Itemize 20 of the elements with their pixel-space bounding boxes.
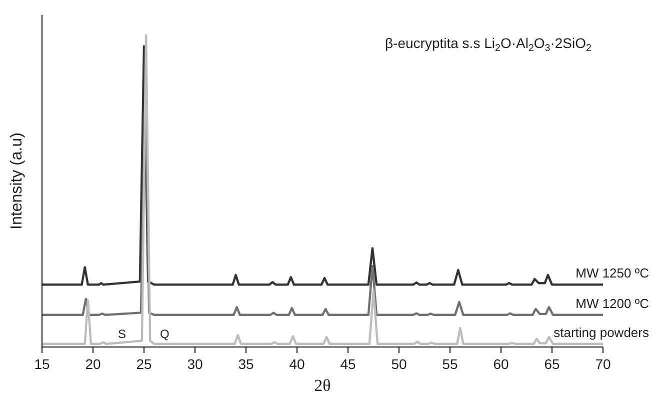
x-axis-title: 2θ [314, 376, 331, 395]
x-tick-label: 55 [442, 356, 458, 372]
series-label: MW 1250 ºC [576, 266, 649, 281]
y-axis-title: Intensity (a.u) [8, 132, 26, 230]
x-tick-label: 25 [136, 356, 152, 372]
series-label: MW 1200 ºC [576, 296, 649, 311]
x-tick-label: 15 [34, 356, 50, 372]
series-label: starting powders [554, 324, 650, 340]
x-tick-label: 40 [289, 356, 305, 372]
x-tick-label: 70 [595, 356, 611, 372]
annotation: S [118, 327, 126, 341]
x-tick-label: 20 [85, 356, 101, 372]
x-tick-label: 65 [544, 356, 560, 372]
x-tick-label: 60 [493, 356, 509, 372]
x-tick-label: 35 [238, 356, 254, 372]
x-tick-label: 30 [187, 356, 203, 372]
x-tick-label: 50 [391, 356, 407, 372]
annotation: Q [160, 327, 170, 341]
annotation: β-eucryptita s.s Li$_{2}$O·Al$_{2}$O$_{3}$·2SiO$_{2}$ [385, 35, 592, 54]
x-tick-label: 45 [340, 356, 356, 372]
